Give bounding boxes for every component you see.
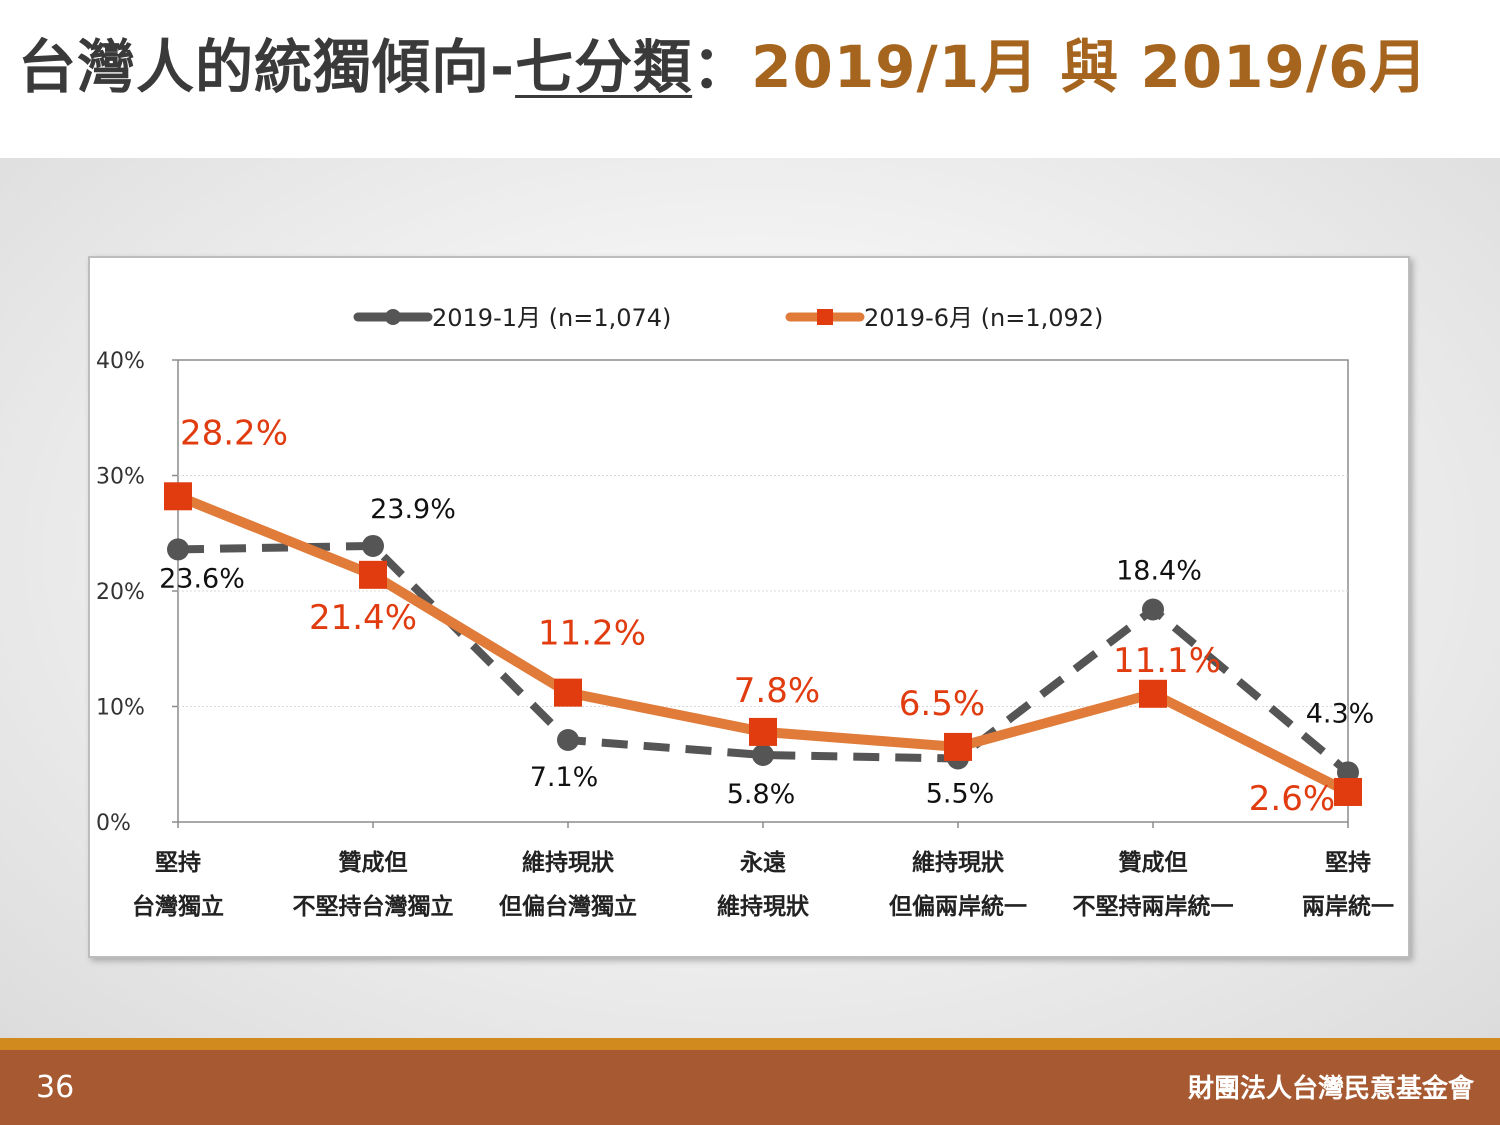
x-tick-label: 不堅持兩岸統一 xyxy=(1073,893,1234,920)
point-marker-2019-jan xyxy=(362,534,384,557)
point-marker-2019-jan xyxy=(752,744,774,767)
data-label-2019-jan: 7.1% xyxy=(530,762,599,793)
x-tick-label: 不堅持台灣獨立 xyxy=(293,893,454,920)
data-label-2019-jun: 7.8% xyxy=(734,671,820,711)
title-separator: ： xyxy=(692,33,752,101)
x-tick-label: 贊成但 xyxy=(1119,850,1188,876)
data-label-2019-jun: 11.1% xyxy=(1113,641,1221,681)
data-label-2019-jun: 28.2% xyxy=(180,413,288,453)
organization-name: 財團法人台灣民意基金會 xyxy=(1187,1074,1474,1104)
data-label-2019-jan: 18.4% xyxy=(1116,555,1202,586)
x-tick-label: 維持現狀 xyxy=(717,893,810,920)
legend-marker xyxy=(385,309,401,325)
title-bar: 台灣人的統獨傾向-七分類：2019/1月 與 2019/6月 xyxy=(0,0,1500,158)
point-marker-2019-jun xyxy=(1139,679,1167,708)
y-tick-label: 0% xyxy=(96,811,131,836)
point-marker-2019-jan xyxy=(1142,598,1164,621)
x-tick-label: 台灣獨立 xyxy=(132,893,224,920)
data-label-2019-jan: 5.5% xyxy=(926,778,995,809)
data-label-2019-jan: 5.8% xyxy=(727,779,796,810)
point-marker-2019-jun xyxy=(164,482,192,511)
data-label-2019-jun: 21.4% xyxy=(309,598,417,638)
point-marker-2019-jun xyxy=(554,678,582,707)
x-tick-label: 維持現狀 xyxy=(912,849,1005,876)
x-tick-label: 贊成但 xyxy=(339,850,408,876)
point-marker-2019-jun xyxy=(1334,777,1362,806)
x-tick-label: 但偏台灣獨立 xyxy=(499,893,637,920)
point-marker-2019-jun xyxy=(359,560,387,589)
point-marker-2019-jun xyxy=(749,717,777,746)
line-chart: 0%10%20%30%40%堅持台灣獨立贊成但不堅持台灣獨立維持現狀但偏台灣獨立… xyxy=(96,304,1394,920)
data-label-2019-jan: 4.3% xyxy=(1306,698,1375,729)
y-tick-label: 20% xyxy=(96,580,145,605)
footer-bar xyxy=(0,1050,1500,1125)
legend-label: 2019-1月 (n=1,074) xyxy=(432,304,671,332)
x-tick-label: 堅持 xyxy=(1325,850,1371,876)
chart-frame xyxy=(88,256,1410,958)
x-tick-label: 兩岸統一 xyxy=(1302,893,1394,920)
x-tick-label: 堅持 xyxy=(155,850,201,876)
footer-stripe xyxy=(0,1038,1500,1050)
point-marker-2019-jan xyxy=(557,728,579,751)
data-label-2019-jan: 23.9% xyxy=(370,494,456,525)
y-tick-label: 10% xyxy=(96,696,145,721)
legend-entry: 2019-1月 (n=1,074) xyxy=(353,304,671,332)
point-marker-2019-jan xyxy=(1337,761,1359,784)
point-marker-2019-jun xyxy=(944,732,972,761)
legend-entry: 2019-6月 (n=1,092) xyxy=(785,304,1103,332)
x-tick-label: 但偏兩岸統一 xyxy=(889,893,1027,920)
y-tick-label: 30% xyxy=(96,465,145,490)
slide-title: 台灣人的統獨傾向-七分類：2019/1月 與 2019/6月 xyxy=(18,38,1428,96)
legend-label: 2019-6月 (n=1,092) xyxy=(864,304,1103,332)
point-marker-2019-jan xyxy=(167,538,189,561)
data-label-2019-jun: 11.2% xyxy=(538,614,646,654)
legend-marker xyxy=(817,309,833,325)
data-label-2019-jun: 6.5% xyxy=(899,684,985,724)
page-number: 36 xyxy=(36,1070,75,1105)
title-sub: 七分類 xyxy=(515,33,693,101)
x-tick-label: 維持現狀 xyxy=(522,849,615,876)
y-tick-label: 40% xyxy=(96,349,145,374)
title-main: 台灣人的統獨傾向- xyxy=(18,33,516,101)
x-tick-label: 永遠 xyxy=(740,849,786,876)
title-dates: 2019/1月 與 2019/6月 xyxy=(751,33,1429,101)
data-label-2019-jun: 2.6% xyxy=(1249,779,1335,819)
data-label-2019-jan: 23.6% xyxy=(159,563,245,594)
